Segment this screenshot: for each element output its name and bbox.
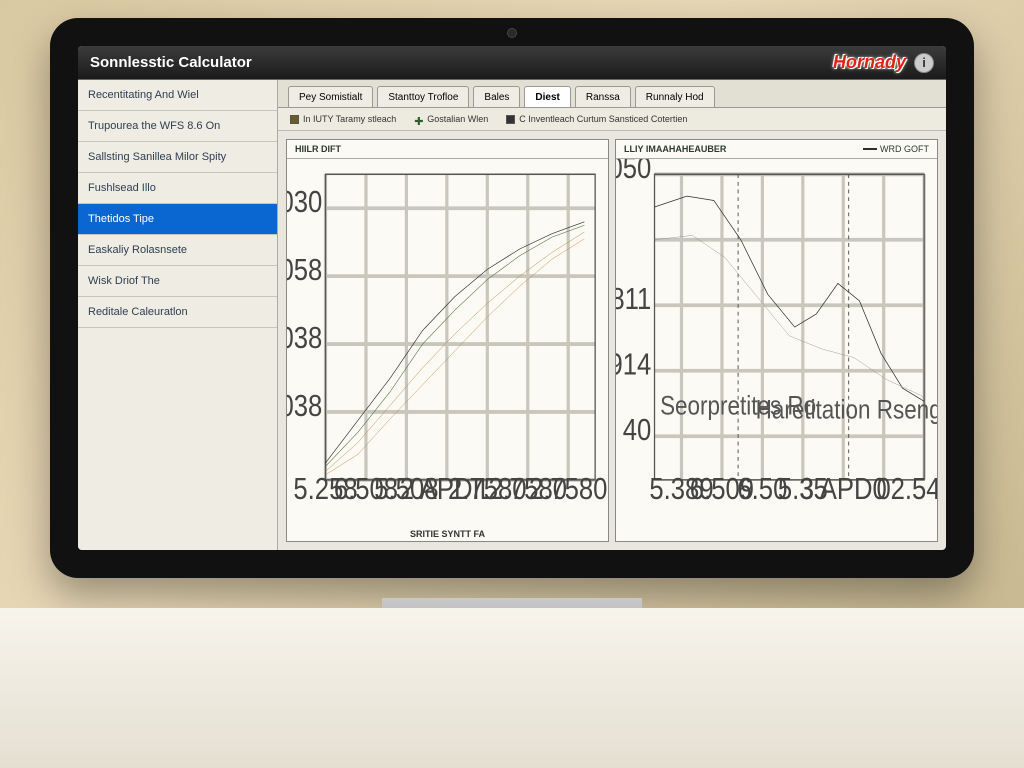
svg-text:811: 811: [616, 281, 651, 316]
app-window: Sonnlesstic Calculator Hornady i Recenti…: [78, 46, 946, 550]
chart-xlabel: SRITIE SYNTT FA: [287, 529, 608, 539]
camera-dot: [507, 28, 517, 38]
chart-toolbar: In IUTY Taramy stleach ✚Gostalian Wlen C I…: [278, 108, 946, 131]
tab[interactable]: Runnaly Hod: [635, 86, 715, 107]
toolbar-item[interactable]: C Inventleach Curtum Sansticed Cotertien: [506, 114, 687, 124]
sidebar-item[interactable]: Reditale Caleuratlon: [78, 297, 277, 328]
content-area: Pey SomistialtStanttoy TrofloeBalesDiest…: [278, 80, 946, 550]
svg-text:1058: 1058: [287, 252, 322, 287]
sidebar-item[interactable]: Easkaliy Rolasnsete: [78, 235, 277, 266]
svg-text:2.54A: 2.54A: [891, 471, 937, 506]
chart-legend: WRD GOFT: [863, 144, 929, 154]
brand-logo: Hornady: [833, 52, 906, 73]
chart: HIILR DIFT5.2586.5085.5082 APDIL2.75802.…: [286, 139, 609, 542]
tab[interactable]: Stanttoy Trofloe: [377, 86, 469, 107]
sidebar-item[interactable]: Recentitating And Wiel: [78, 80, 277, 111]
tab[interactable]: Ranssa: [575, 86, 631, 107]
tab[interactable]: Pey Somistialt: [288, 86, 373, 107]
svg-text:40: 40: [623, 412, 652, 447]
sidebar-item[interactable]: Thetidos Tipe: [78, 204, 277, 235]
tab-bar: Pey SomistialtStanttoy TrofloeBalesDiest…: [278, 80, 946, 108]
monitor-frame: Sonnlesstic Calculator Hornady i Recenti…: [50, 18, 974, 578]
svg-text:3 APD0: 3 APD0: [800, 471, 887, 506]
chart: LLIY IMAAHAHEAUBERWRD GOFT5.3896.5096.50…: [615, 139, 938, 542]
sidebar-item[interactable]: Trupourea the WFS 8.6 On: [78, 111, 277, 142]
chart-title: LLIY IMAAHAHEAUBER: [624, 144, 726, 154]
sidebar-item[interactable]: Wisk Driof The: [78, 266, 277, 297]
chart-panel: HIILR DIFT5.2586.5085.5082 APDIL2.75802.…: [278, 131, 946, 550]
svg-text:1038: 1038: [287, 388, 322, 423]
svg-text:914: 914: [616, 346, 651, 381]
tab[interactable]: Bales: [473, 86, 520, 107]
sidebar-item[interactable]: Fushlsead Illo: [78, 173, 277, 204]
sidebar-item[interactable]: Sallsting Sanillea Milor Spity: [78, 142, 277, 173]
svg-text:1030: 1030: [287, 184, 322, 219]
sidebar: Recentitating And WielTrupourea the WFS …: [78, 80, 278, 550]
svg-text:1050: 1050: [616, 159, 651, 185]
desk-surface: [0, 608, 1024, 768]
toolbar-item[interactable]: ✚Gostalian Wlen: [414, 114, 488, 124]
app-title: Sonnlesstic Calculator: [90, 54, 252, 71]
info-icon[interactable]: i: [914, 53, 934, 73]
tab[interactable]: Diest: [524, 86, 570, 107]
chart-title: HIILR DIFT: [295, 144, 341, 154]
svg-text:0: 0: [877, 471, 891, 506]
toolbar-item[interactable]: In IUTY Taramy stleach: [290, 114, 396, 124]
app-body: Recentitating And WielTrupourea the WFS …: [78, 80, 946, 550]
title-bar: Sonnlesstic Calculator Hornady i: [78, 46, 946, 80]
svg-text:1038: 1038: [287, 320, 322, 355]
svg-text:Haretitation Rseng: Haretitation Rseng: [756, 396, 937, 425]
svg-text:2.7580: 2.7580: [529, 471, 608, 506]
